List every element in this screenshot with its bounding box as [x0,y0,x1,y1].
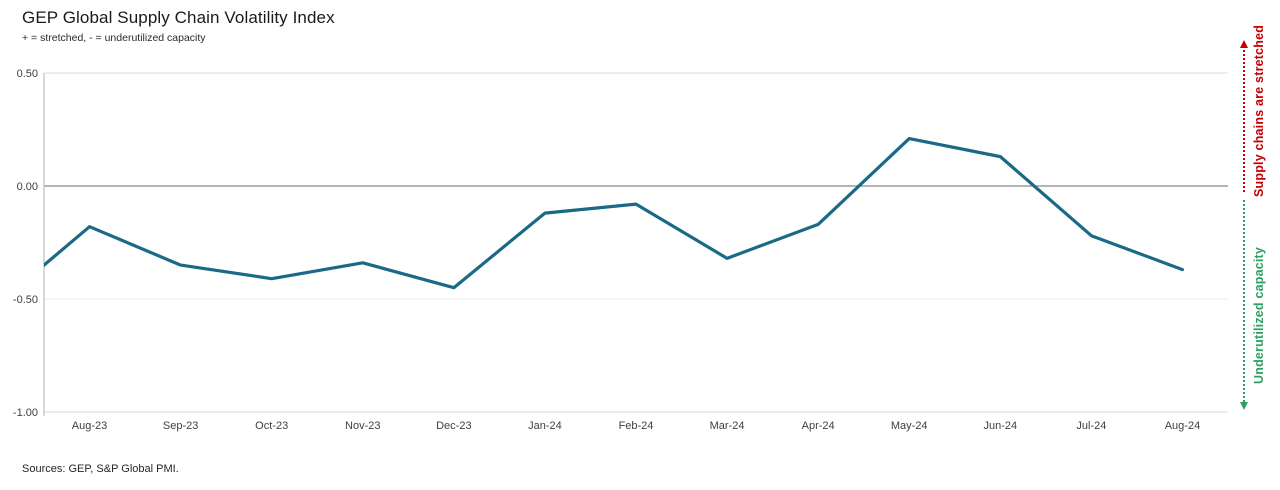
y-axis-tick-label: -1.00 [13,407,38,419]
volatility-line-chart: 0.50 0.00 -0.50 -1.00 Aug-23 Sep-23 Oct-23 Nov-… [13,68,1228,432]
x-axis-tick-label: Aug-24 [1165,420,1200,432]
stretched-dotted-line [1243,50,1245,192]
x-axis-tick-label: Jul-24 [1076,420,1106,432]
x-axis-tick-label: Oct-23 [255,420,288,432]
underutilized-down-arrow-icon [1240,402,1248,410]
stretched-up-arrow-icon [1240,40,1248,48]
x-axis-tick-label: Nov-23 [345,420,380,432]
y-axis-tick-label: 0.50 [17,68,38,80]
x-axis-tick-label: Aug-23 [72,420,107,432]
x-axis-tick-label: Dec-23 [436,420,471,432]
x-axis-tick-label: Jun-24 [983,420,1017,432]
sources-note: Sources: GEP, S&P Global PMI. [22,463,179,475]
y-axis-tick-label: 0.00 [17,181,38,193]
underutilized-axis-label: Underutilized capacity [1252,246,1266,385]
x-axis-tick-label: Feb-24 [619,420,654,432]
x-axis-tick-label: Mar-24 [710,420,745,432]
y-axis-tick-label: -0.50 [13,294,38,306]
x-axis-tick-label: Jan-24 [528,420,562,432]
chart-title: GEP Global Supply Chain Volatility Index [22,8,335,27]
x-axis-tick-label: May-24 [891,420,928,432]
volatility-index-series-line [44,136,1185,290]
chart-subtitle: + = stretched, - = underutilized capacit… [22,32,206,44]
underutilized-dotted-line [1243,200,1245,402]
stretched-axis-label: Supply chains are stretched [1252,24,1266,197]
x-axis-tick-label: Sep-23 [163,420,198,432]
x-axis-tick-label: Apr-24 [802,420,835,432]
